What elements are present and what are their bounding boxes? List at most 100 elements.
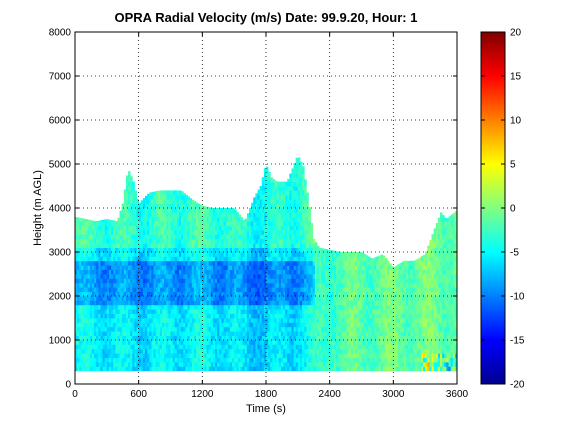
heatmap-cell	[136, 260, 140, 266]
heatmap-cell	[140, 287, 144, 292]
heatmap-cell	[176, 340, 180, 345]
heatmap-cell	[246, 313, 250, 319]
heatmap-cell	[289, 243, 292, 248]
heatmap-cell	[257, 353, 261, 358]
heatmap-cell	[77, 252, 80, 257]
heatmap-cell	[249, 216, 252, 222]
heatmap-cell	[232, 291, 235, 297]
heatmap-cell	[253, 362, 256, 367]
heatmap-cell	[270, 216, 273, 222]
heatmap-cell	[238, 216, 241, 222]
heatmap-cell	[159, 282, 163, 288]
heatmap-cell	[232, 282, 235, 288]
heatmap-cell	[89, 269, 93, 275]
heatmap-cell	[321, 309, 324, 314]
heatmap-cell	[145, 278, 148, 284]
heatmap-cell	[348, 318, 352, 323]
heatmap-cell	[242, 318, 246, 323]
heatmap-cell	[297, 274, 301, 279]
heatmap-cell	[257, 274, 261, 279]
heatmap-cell	[153, 230, 157, 235]
heatmap-cell	[79, 230, 82, 235]
heatmap-cell	[77, 230, 80, 235]
heatmap-cell	[91, 318, 95, 323]
heatmap-cell	[149, 212, 152, 218]
heatmap-cell	[198, 252, 201, 257]
heatmap-cell	[263, 318, 267, 323]
heatmap-cell	[223, 366, 227, 372]
heatmap-cell	[272, 208, 275, 213]
heatmap-cell	[232, 348, 235, 354]
heatmap-cell	[91, 252, 95, 257]
heatmap-cell	[312, 238, 316, 244]
heatmap-cell	[293, 208, 297, 213]
heatmap-cell	[280, 186, 284, 191]
heatmap-cell	[310, 344, 314, 350]
heatmap-cell	[304, 199, 307, 204]
heatmap-cell	[253, 265, 256, 270]
heatmap-cell	[134, 326, 137, 332]
heatmap-cell	[149, 326, 152, 332]
heatmap-cell	[200, 296, 203, 301]
heatmap-cell	[270, 318, 273, 323]
heatmap-cell	[125, 357, 129, 363]
heatmap-cell	[162, 331, 165, 336]
heatmap-cell	[268, 278, 271, 284]
heatmap-cell	[223, 353, 227, 358]
heatmap-cell	[195, 278, 199, 284]
heatmap-cell	[102, 287, 106, 292]
heatmap-cell	[142, 216, 146, 222]
heatmap-cell	[136, 304, 140, 310]
heatmap-cell	[272, 296, 275, 301]
heatmap-cell	[274, 322, 278, 328]
heatmap-cell	[287, 326, 290, 332]
heatmap-cell	[166, 256, 169, 262]
heatmap-cell	[138, 269, 142, 275]
heatmap-cell	[142, 357, 146, 363]
heatmap-cell	[342, 256, 345, 262]
heatmap-cell	[198, 322, 201, 328]
heatmap-cell	[85, 296, 89, 301]
heatmap-cell	[168, 300, 171, 306]
heatmap-cell	[274, 340, 278, 345]
heatmap-cell	[81, 247, 84, 253]
heatmap-cell	[191, 326, 195, 332]
heatmap-cell	[304, 322, 307, 328]
heatmap-cell	[140, 243, 144, 248]
heatmap-cell	[140, 300, 144, 306]
heatmap-cell	[111, 304, 114, 310]
heatmap-cell	[121, 287, 125, 292]
heatmap-cell	[297, 216, 301, 222]
heatmap-cell	[321, 335, 324, 341]
heatmap-cell	[321, 291, 324, 297]
heatmap-cell	[176, 348, 180, 354]
heatmap-cell	[295, 296, 299, 301]
heatmap-cell	[94, 238, 97, 244]
heatmap-cell	[142, 221, 146, 226]
heatmap-cell	[134, 212, 137, 218]
heatmap-cell	[321, 256, 324, 262]
heatmap-cell	[261, 291, 265, 297]
heatmap-cell	[164, 300, 167, 306]
heatmap-cell	[242, 326, 246, 332]
heatmap-cell	[253, 322, 256, 328]
heatmap-cell	[119, 335, 123, 341]
heatmap-cell	[242, 309, 246, 314]
heatmap-cell	[310, 296, 314, 301]
heatmap-cell	[353, 296, 356, 301]
heatmap-cell	[340, 287, 343, 292]
heatmap-cell	[219, 247, 222, 253]
heatmap-cell	[338, 344, 341, 350]
heatmap-cell	[159, 362, 163, 367]
heatmap-cell	[229, 221, 233, 226]
heatmap-cell	[178, 296, 182, 301]
heatmap-cell	[253, 300, 256, 306]
heatmap-cell	[340, 366, 343, 372]
heatmap-cell	[348, 304, 352, 310]
heatmap-cell	[121, 331, 125, 336]
heatmap-cell	[174, 238, 178, 244]
heatmap-cell	[302, 331, 305, 336]
heatmap-cell	[304, 216, 307, 222]
heatmap-cell	[244, 331, 248, 336]
heatmap-cell	[104, 296, 108, 301]
